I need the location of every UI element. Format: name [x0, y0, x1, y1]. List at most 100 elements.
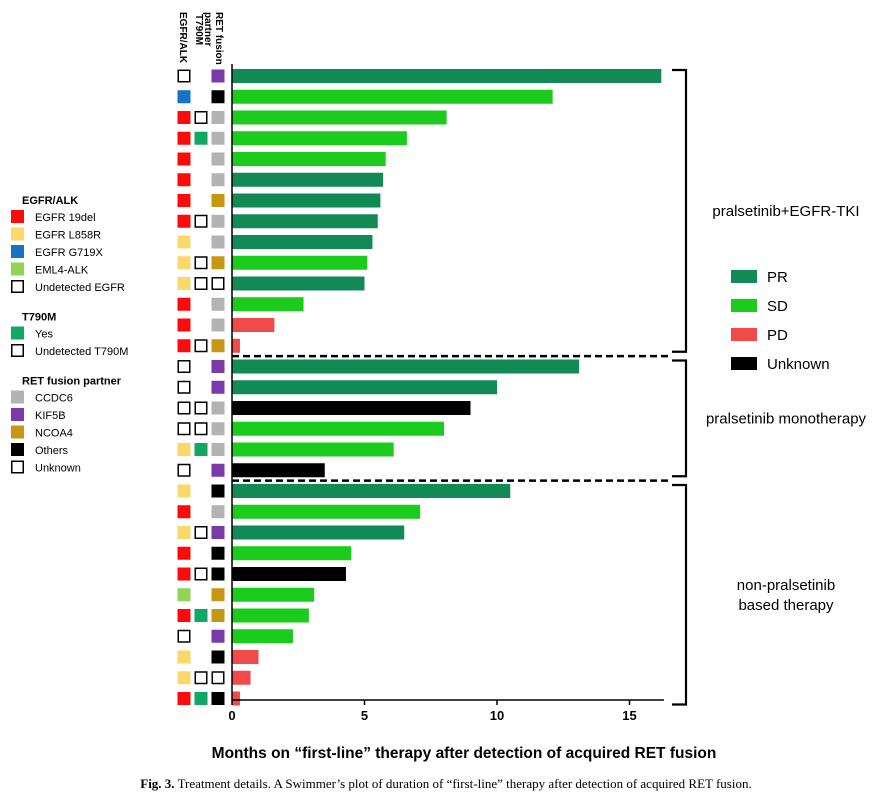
col-header-egfr: EGFR/ALK — [177, 12, 188, 64]
bar — [232, 650, 259, 664]
response-legend-label: PR — [767, 269, 788, 286]
annotation-legend-label: EGFR G719X — [35, 247, 104, 259]
caption-text: Treatment details. A Swimmer’s plot of d… — [177, 776, 752, 791]
group-label: pralsetinib monotherapy — [706, 410, 867, 427]
t790m-marker — [194, 339, 208, 353]
response-legend-swatch — [731, 328, 757, 341]
bar — [232, 504, 421, 519]
egfr-marker — [177, 567, 191, 581]
t790m-marker — [194, 671, 208, 685]
egfr-marker — [177, 505, 191, 519]
ret-marker — [211, 380, 225, 394]
ret-marker — [211, 277, 225, 290]
col-header-t790m: T790M — [193, 14, 204, 45]
annotation-legend-swatch — [11, 390, 24, 404]
egfr-marker — [177, 360, 191, 373]
ret-marker — [211, 235, 225, 249]
col-header-ret-line1: RET fusion — [213, 12, 224, 65]
annotation-legend-swatch — [11, 344, 24, 357]
ret-marker — [211, 194, 225, 207]
annotation-legend-swatch — [11, 460, 24, 474]
group-label: based therapy — [738, 597, 834, 614]
annotation-legend-label: Yes — [35, 329, 53, 341]
bar — [232, 484, 511, 498]
egfr-marker — [177, 609, 191, 622]
group-bracket — [672, 68, 688, 353]
ret-marker — [211, 629, 225, 643]
figure-caption: Fig. 3. Treatment details. A Swimmer’s p… — [0, 776, 892, 792]
bar — [232, 567, 346, 581]
bar-series — [232, 69, 662, 706]
t790m-marker — [194, 277, 208, 290]
annotation-legend-swatch — [11, 326, 24, 340]
egfr-marker — [177, 526, 191, 539]
bar — [232, 89, 553, 104]
bar — [232, 131, 407, 146]
annotation-legend-swatch — [11, 443, 24, 456]
annotation-legend-label: KIF5B — [35, 410, 66, 422]
egfr-marker — [177, 650, 191, 664]
treatment-groups: pralsetinib+EGFR-TKI pralsetinib monother… — [232, 68, 867, 706]
annotation-legend-label: NCOA4 — [35, 428, 73, 440]
t790m-marker — [194, 443, 208, 456]
egfr-marker — [177, 297, 191, 311]
bar — [232, 255, 368, 270]
bar — [232, 608, 309, 623]
ret-marker — [211, 484, 225, 498]
bar — [232, 670, 251, 685]
ret-marker — [211, 339, 225, 353]
egfr-marker — [177, 111, 191, 124]
bar — [232, 318, 275, 332]
annotation-legend-swatch — [11, 408, 24, 421]
bar — [232, 691, 240, 706]
annotation-column-headers: EGFR/ALK T790M RET fusion partner — [177, 12, 224, 65]
annotation-legend-swatch — [11, 425, 24, 439]
ret-marker — [211, 505, 225, 519]
bar — [232, 214, 378, 229]
annotation-legend-swatch — [11, 280, 24, 293]
response-legend-swatch — [731, 357, 757, 370]
annotation-legend-label: CCDC6 — [35, 393, 73, 405]
ret-marker — [211, 256, 225, 270]
t790m-marker — [194, 692, 208, 705]
ret-marker — [211, 214, 225, 228]
col-header-ret-line2: partner — [202, 12, 213, 47]
t790m-marker — [194, 609, 208, 622]
ret-marker — [211, 567, 225, 581]
bar — [232, 359, 580, 374]
egfr-marker — [177, 629, 191, 643]
ret-marker — [211, 131, 225, 145]
swimmer-plot: EGFR/ALK T790M RET fusion partner EGFR/A… — [11, 12, 867, 762]
egfr-marker — [177, 422, 191, 436]
t790m-marker — [194, 422, 208, 436]
ret-marker — [211, 650, 225, 664]
annotation-legend-label: Undetected T790M — [35, 346, 128, 358]
response-legend-swatch — [731, 270, 757, 283]
x-tick-label: 15 — [622, 708, 636, 723]
ret-marker — [211, 111, 225, 124]
ret-marker — [211, 173, 225, 187]
bar — [232, 110, 447, 125]
t790m-marker — [194, 214, 208, 228]
egfr-marker — [177, 90, 191, 104]
ret-marker — [211, 318, 225, 332]
group-bracket — [672, 359, 688, 478]
egfr-marker — [177, 214, 191, 228]
egfr-marker — [177, 671, 191, 685]
ret-marker — [211, 671, 225, 685]
bar — [232, 235, 373, 249]
caption-prefix: Fig. 3. — [140, 776, 175, 791]
ret-marker — [211, 443, 225, 456]
response-legend-label: PD — [767, 327, 788, 344]
x-axis: 0 5 10 15 Months on “first-line” therapy aft… — [212, 64, 716, 762]
bar — [232, 421, 444, 436]
egfr-marker — [177, 152, 191, 166]
group-label: pralsetinib+EGFR-TKI — [712, 203, 859, 220]
t790m-marker — [194, 526, 208, 539]
egfr-marker — [177, 463, 191, 477]
ret-marker — [211, 360, 225, 373]
bar — [232, 193, 381, 208]
bar — [232, 172, 384, 187]
annotation-legend-label: EGFR 19del — [35, 212, 96, 224]
ret-marker — [211, 692, 225, 705]
